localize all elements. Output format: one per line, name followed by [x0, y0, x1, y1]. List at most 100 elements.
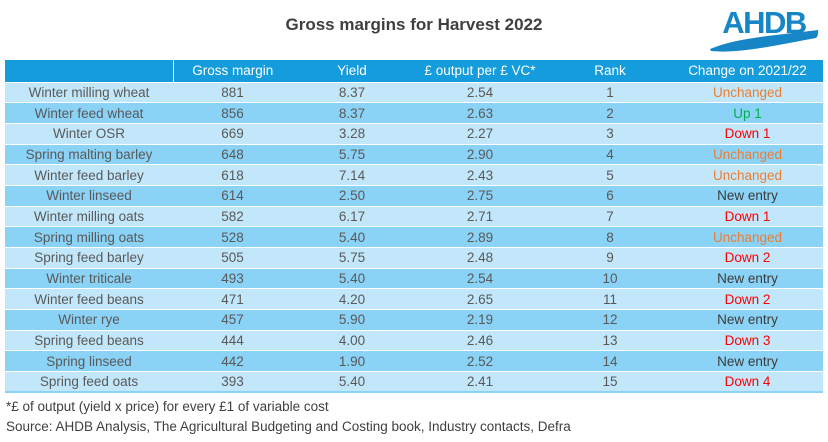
- crop-cell: Spring feed beans: [5, 330, 173, 352]
- table-row: Winter feed beans 471 4.20 2.65 11 Down 2: [5, 288, 823, 311]
- table-row: Spring linseed 442 1.90 2.52 14 New entry: [5, 350, 823, 373]
- table-row: Spring feed barley 505 5.75 2.48 9 Down 2: [5, 247, 823, 269]
- gross-margin-cell: 582: [173, 206, 292, 228]
- rank-cell: 10: [548, 268, 672, 290]
- table-row: Spring milling oats 528 5.40 2.89 8 Unchanged: [5, 226, 823, 248]
- ahdb-logo: AHDB: [708, 4, 820, 56]
- yield-cell: 7.14: [292, 164, 412, 186]
- output-per-vc-cell: 2.89: [412, 226, 548, 248]
- table-row: Winter feed barley 618 7.14 2.43 5 Unchanged: [5, 164, 823, 186]
- gross-margin-cell: 528: [173, 226, 292, 248]
- table-row: Spring feed beans 444 4.00 2.46 13 Down 3: [5, 330, 823, 352]
- yield-cell: 8.37: [292, 82, 412, 104]
- yield-cell: 4.20: [292, 288, 412, 311]
- crop-cell: Winter OSR: [5, 123, 173, 145]
- crop-cell: Spring linseed: [5, 350, 173, 373]
- crop-cell: Winter milling wheat: [5, 82, 173, 104]
- rank-cell: 1: [548, 82, 672, 104]
- header-output-per-vc: £ output per £ VC*: [412, 60, 548, 83]
- output-per-vc-cell: 2.75: [412, 185, 548, 207]
- yield-cell: 5.40: [292, 268, 412, 290]
- footnotes: *£ of output (yield x price) for every £…: [6, 397, 571, 437]
- ahdb-wave-icon: [710, 30, 819, 52]
- yield-cell: 2.50: [292, 185, 412, 207]
- yield-cell: 1.90: [292, 350, 412, 373]
- gross-margin-cell: 471: [173, 288, 292, 311]
- output-per-vc-cell: 2.27: [412, 123, 548, 145]
- change-cell: Unchanged: [672, 226, 823, 248]
- rank-cell: 5: [548, 164, 672, 186]
- crop-cell: Winter feed beans: [5, 288, 173, 311]
- output-per-vc-cell: 2.19: [412, 309, 548, 331]
- gross-margins-table: Gross margin Yield £ output per £ VC* Ra…: [5, 60, 823, 394]
- rank-cell: 6: [548, 185, 672, 207]
- header-gross-margin: Gross margin: [172, 60, 292, 83]
- table-row: Winter milling oats 582 6.17 2.71 7 Down 1: [5, 206, 823, 228]
- change-cell: Down 2: [672, 247, 823, 269]
- crop-cell: Spring milling oats: [5, 226, 173, 248]
- table-header-row: Gross margin Yield £ output per £ VC* Ra…: [5, 60, 823, 83]
- yield-cell: 5.40: [292, 226, 412, 248]
- rank-cell: 12: [548, 309, 672, 331]
- gross-margin-cell: 614: [173, 185, 292, 207]
- rank-cell: 8: [548, 226, 672, 248]
- change-cell: Down 1: [672, 206, 823, 228]
- output-per-vc-cell: 2.71: [412, 206, 548, 228]
- crop-cell: Winter rye: [5, 309, 173, 331]
- crop-cell: Spring malting barley: [5, 144, 173, 166]
- change-cell: Unchanged: [672, 144, 823, 166]
- change-cell: New entry: [672, 350, 823, 373]
- table-row: Winter feed wheat 856 8.37 2.63 2 Up 1: [5, 102, 823, 124]
- yield-cell: 4.00: [292, 330, 412, 352]
- crop-cell: Spring feed oats: [5, 371, 173, 393]
- change-cell: Unchanged: [672, 82, 823, 104]
- change-cell: New entry: [672, 309, 823, 331]
- crop-cell: Spring feed barley: [5, 247, 173, 269]
- gross-margin-cell: 881: [173, 82, 292, 104]
- change-cell: Down 4: [672, 371, 823, 393]
- yield-cell: 5.40: [292, 371, 412, 393]
- output-per-vc-cell: 2.52: [412, 350, 548, 373]
- yield-cell: 3.28: [292, 123, 412, 145]
- crop-cell: Winter triticale: [5, 268, 173, 290]
- change-cell: Up 1: [672, 102, 823, 124]
- crop-cell: Winter milling oats: [5, 206, 173, 228]
- crop-cell: Winter feed wheat: [5, 102, 173, 124]
- table-body: Winter milling wheat 881 8.37 2.54 1 Unchange…: [5, 82, 823, 393]
- yield-cell: 5.75: [292, 247, 412, 269]
- header-rank: Rank: [548, 60, 672, 83]
- output-per-vc-cell: 2.54: [412, 82, 548, 104]
- change-cell: Down 2: [672, 288, 823, 311]
- output-per-vc-cell: 2.48: [412, 247, 548, 269]
- footnote-definition: *£ of output (yield x price) for every £…: [6, 399, 329, 414]
- output-per-vc-cell: 2.41: [412, 371, 548, 393]
- change-cell: Unchanged: [672, 164, 823, 186]
- yield-cell: 5.75: [292, 144, 412, 166]
- change-cell: New entry: [672, 185, 823, 207]
- header-change: Change on 2021/22: [672, 60, 823, 83]
- output-per-vc-cell: 2.63: [412, 102, 548, 124]
- gross-margin-cell: 444: [173, 330, 292, 352]
- gross-margin-cell: 669: [173, 123, 292, 145]
- gross-margin-cell: 648: [173, 144, 292, 166]
- gross-margin-cell: 856: [173, 102, 292, 124]
- ahdb-logo-graphic: AHDB: [710, 5, 819, 52]
- change-cell: Down 1: [672, 123, 823, 145]
- table-row: Spring malting barley 648 5.75 2.90 4 Unchang…: [5, 144, 823, 166]
- table-row: Winter triticale 493 5.40 2.54 10 New entry: [5, 268, 823, 290]
- table-row: Winter rye 457 5.90 2.19 12 New entry: [5, 309, 823, 331]
- yield-cell: 5.90: [292, 309, 412, 331]
- rank-cell: 14: [548, 350, 672, 373]
- output-per-vc-cell: 2.90: [412, 144, 548, 166]
- table-header: Gross margin Yield £ output per £ VC* Ra…: [5, 60, 823, 83]
- table-row: Spring feed oats 393 5.40 2.41 15 Down 4: [5, 371, 823, 393]
- crop-cell: Winter linseed: [5, 185, 173, 207]
- header-crop: [5, 60, 173, 83]
- yield-cell: 8.37: [292, 102, 412, 124]
- output-per-vc-cell: 2.65: [412, 288, 548, 311]
- change-cell: Down 3: [672, 330, 823, 352]
- rank-cell: 3: [548, 123, 672, 145]
- rank-cell: 7: [548, 206, 672, 228]
- table-row: Winter OSR 669 3.28 2.27 3 Down 1: [5, 123, 823, 145]
- output-per-vc-cell: 2.54: [412, 268, 548, 290]
